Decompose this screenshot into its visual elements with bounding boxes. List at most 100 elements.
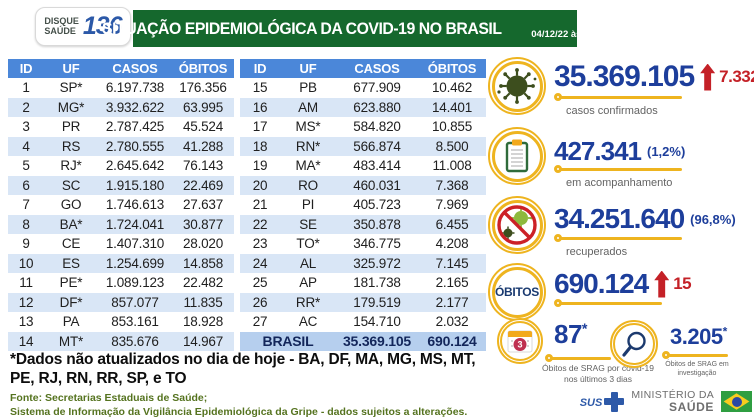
source-note: Fonte: Secretarias Estaduais de Saúde; S… [10, 392, 467, 419]
clipboard-icon [488, 127, 546, 185]
svg-text:3: 3 [517, 340, 522, 350]
sus-cross-icon [604, 391, 625, 412]
cell-id: 26 [252, 294, 268, 310]
srag-investigation-label: Óbitos de SRAG em investigação [665, 361, 729, 378]
table-row: 27 AC 154.710 2.032 [240, 312, 486, 332]
cell-casos: 1.089.123 [105, 275, 165, 291]
cell-obitos: 14.967 [182, 333, 224, 349]
cell-id: 4 [22, 138, 30, 154]
cell-casos: 857.077 [111, 294, 159, 310]
cell-uf: PB [299, 80, 317, 96]
cell-obitos: 22.469 [182, 177, 224, 193]
table-row: 13 PA 853.161 18.928 [8, 312, 234, 332]
cell-uf: DF* [59, 294, 83, 310]
cases-table-right: ID UF CASOS ÓBITOS 15 PB 677.909 10.462 … [240, 59, 486, 351]
cell-uf: PE* [59, 275, 83, 291]
cell-uf: AC [298, 314, 318, 330]
cell-id: 9 [22, 236, 30, 252]
table-row: 9 CE 1.407.310 28.020 [8, 234, 234, 254]
virus-icon [488, 57, 546, 115]
cell-obitos: 11.835 [183, 294, 223, 310]
table-header: ID UF CASOS ÓBITOS [8, 59, 234, 78]
cell-uf: MG* [57, 99, 85, 115]
header-obitos: ÓBITOS [427, 61, 477, 76]
confirmed-cases-delta: 7.332 [719, 67, 754, 86]
cell-uf: AM [298, 99, 318, 115]
cell-id: 11 [19, 275, 33, 291]
table-row: 14 MT* 835.676 14.967 [8, 331, 234, 351]
cell-id: 1 [22, 80, 30, 96]
cell-id: 7 [22, 197, 30, 213]
table-header: ID UF CASOS ÓBITOS [240, 59, 486, 78]
cell-uf: ES [62, 255, 80, 271]
table-row: 22 SE 350.878 6.455 [240, 214, 486, 234]
cell-id: 23 [252, 236, 268, 252]
stat-em-acompanhamento: 427.341 (1,2%) em acompanhamento [488, 127, 685, 189]
cell-casos: 623.880 [353, 99, 401, 115]
cell-id: 22 [252, 216, 268, 232]
table-row: 26 RR* 179.519 2.177 [240, 292, 486, 312]
cell-obitos: 2.032 [435, 314, 469, 330]
calendar-icon: 3 [497, 318, 543, 364]
cell-casos: 1.254.699 [105, 255, 165, 271]
brazil-flag-icon [721, 391, 752, 412]
header-id: ID [253, 61, 267, 76]
cell-id: 13 [18, 314, 34, 330]
cell-casos: 350.878 [353, 216, 401, 232]
table-row: 4 RS 2.780.555 41.288 [8, 136, 234, 156]
underline-decoration [554, 165, 682, 174]
cell-obitos: 45.524 [182, 119, 224, 135]
table-row: 24 AL 325.972 7.145 [240, 253, 486, 273]
cell-obitos: 2.177 [435, 294, 469, 310]
cell-obitos: 10.462 [431, 80, 473, 96]
header-casos: CASOS [112, 61, 158, 76]
cell-casos: 835.676 [111, 333, 159, 349]
stat-recuperados: 34.251.640 (96,8%) recuperados [488, 196, 736, 258]
cell-uf: TO* [296, 236, 320, 252]
cell-id: 19 [252, 158, 268, 174]
table-row: 25 AP 181.738 2.165 [240, 273, 486, 293]
deaths-delta: 15 [673, 274, 692, 293]
monitoring-value: 427.341 [554, 136, 642, 166]
total-casos: 35.369.105 [342, 333, 412, 350]
sus-logo: SUS [580, 391, 625, 412]
source-line1: Fonte: Secretarias Estaduais de Saúde; [10, 392, 208, 404]
cell-id: 2 [22, 99, 30, 115]
table-row: 5 RJ* 2.645.642 76.143 [8, 156, 234, 176]
cell-id: 27 [252, 314, 268, 330]
total-label: BRASIL [262, 333, 314, 350]
table-row: 10 ES 1.254.699 14.858 [8, 253, 234, 273]
cell-obitos: 76.143 [182, 158, 224, 174]
footer-logos: SUS MINISTÉRIO DA SAÚDE [556, 385, 752, 418]
cell-uf: RO [298, 177, 318, 193]
table-row: 20 RO 460.031 7.368 [240, 175, 486, 195]
cell-obitos: 28.020 [182, 236, 224, 252]
table-row: 23 TO* 346.775 4.208 [240, 234, 486, 254]
cell-obitos: 18.928 [182, 314, 224, 330]
source-line2: Sistema de Informação da Vigilância Epid… [10, 405, 468, 418]
cell-obitos: 2.165 [435, 275, 469, 291]
cell-id: 3 [22, 119, 30, 135]
cell-uf: PA [62, 314, 80, 330]
stat-casos-confirmados: 35.369.105 7.332 casos confirmados [488, 57, 754, 117]
cell-casos: 405.723 [353, 197, 401, 213]
cell-id: 15 [252, 80, 268, 96]
underline-decoration [662, 351, 728, 360]
table-row: 7 GO 1.746.613 27.637 [8, 195, 234, 215]
cell-id: 6 [22, 177, 30, 193]
monitoring-label: em acompanhamento [566, 177, 673, 189]
cell-obitos: 30.877 [182, 216, 224, 232]
cell-id: 24 [252, 255, 268, 271]
cell-uf: RR* [295, 294, 321, 310]
cell-id: 17 [252, 119, 268, 135]
cell-obitos: 11.008 [432, 158, 472, 174]
recovered-pct: (96,8%) [690, 211, 736, 227]
cell-casos: 181.738 [353, 275, 401, 291]
header-uf: UF [62, 61, 80, 76]
cell-id: 18 [252, 138, 268, 154]
cell-id: 16 [252, 99, 268, 115]
cell-obitos: 14.858 [182, 255, 224, 271]
cell-casos: 3.932.622 [105, 99, 165, 115]
cell-uf: SE [299, 216, 317, 232]
cell-obitos: 27.637 [182, 197, 224, 213]
